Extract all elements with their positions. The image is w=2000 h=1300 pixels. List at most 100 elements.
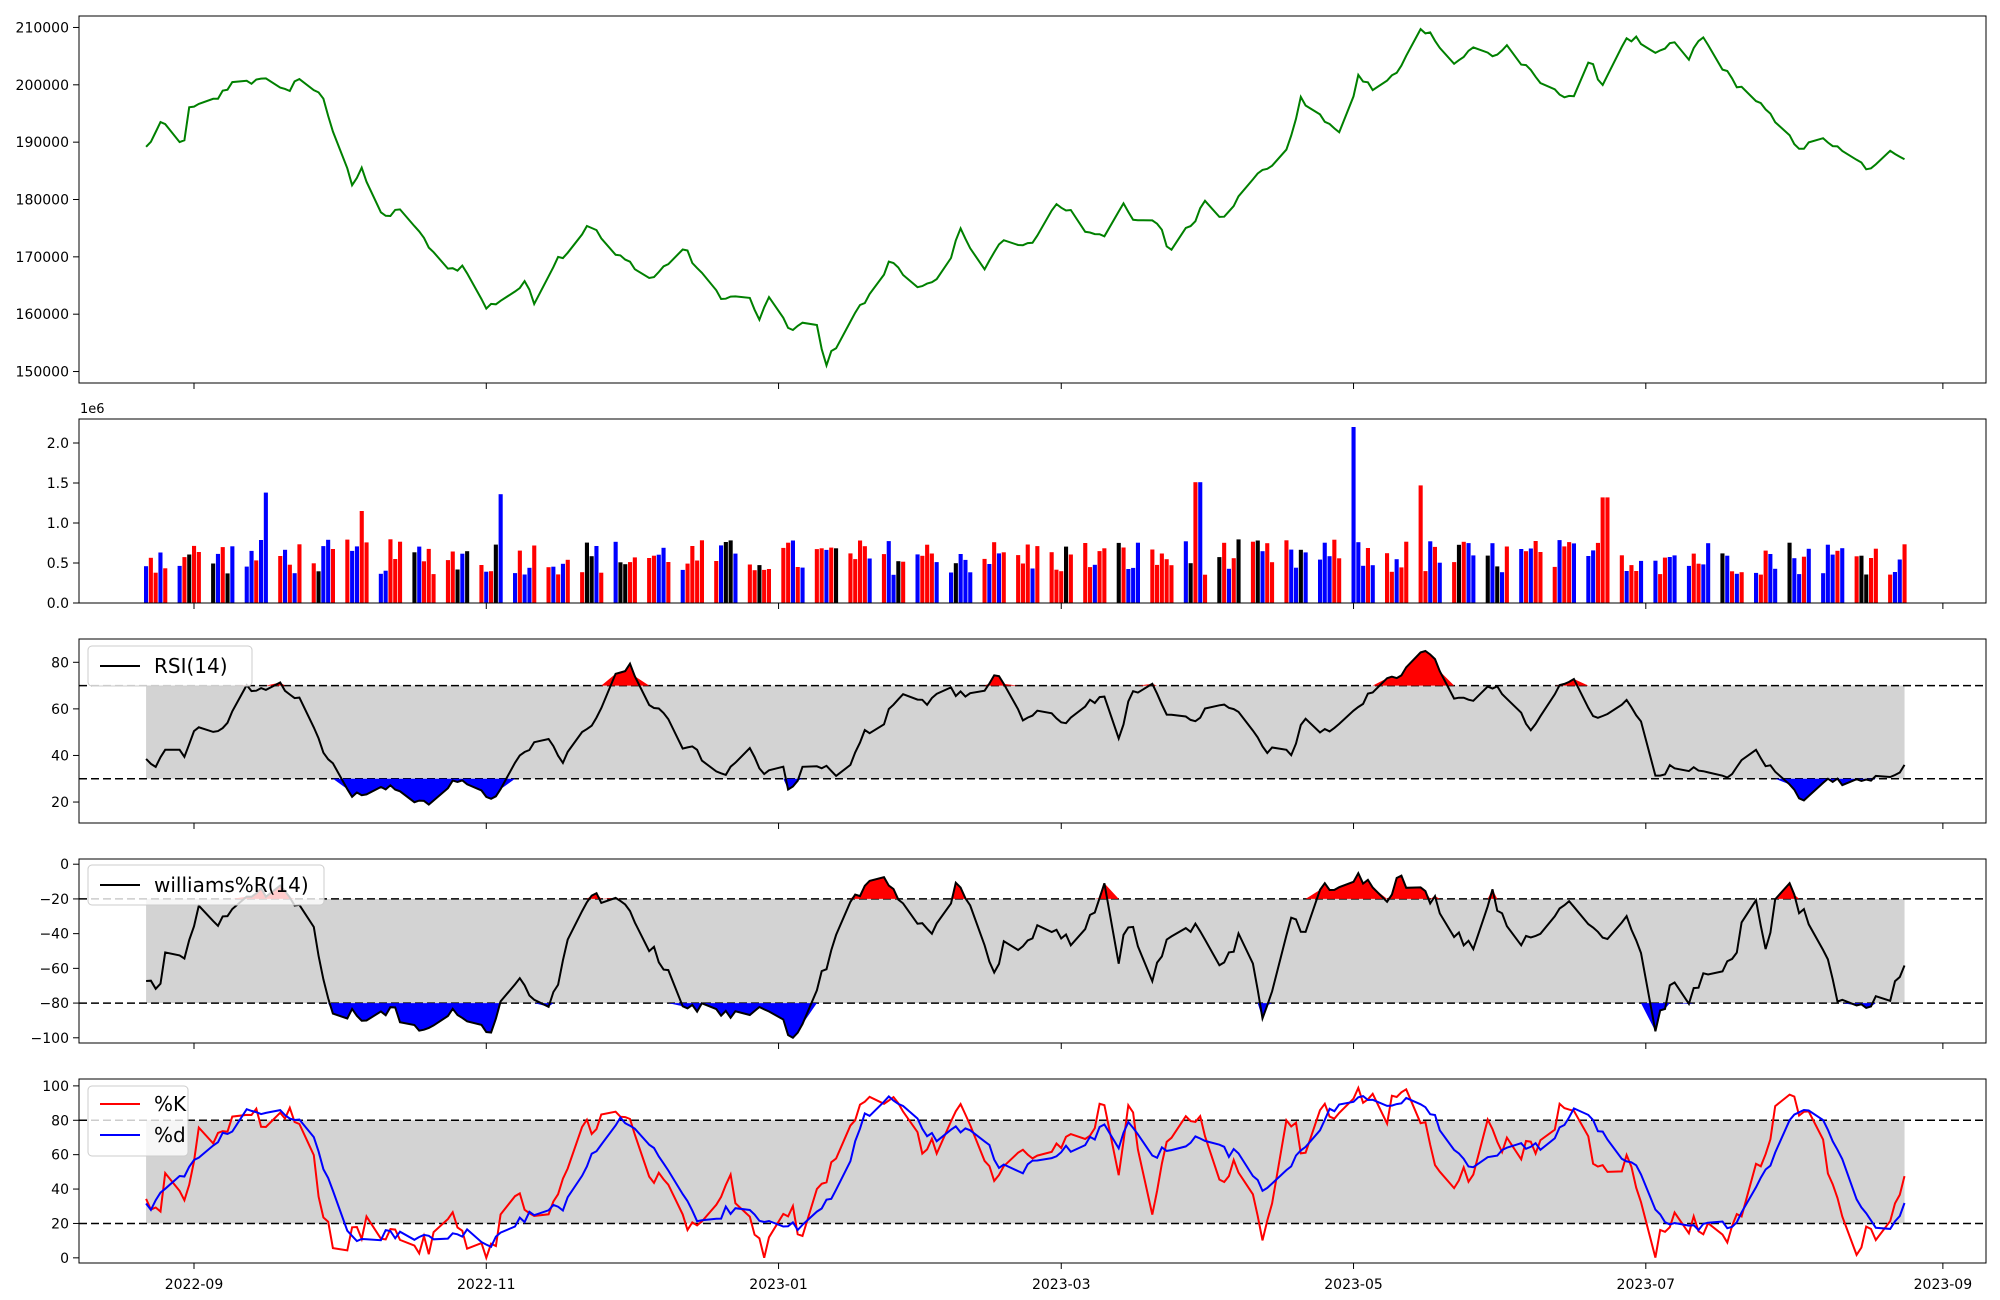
volume-bar [1284,540,1289,603]
volume-bar [1734,573,1739,603]
volume-bar [1495,566,1500,603]
rsi-ytick-label: 20 [51,795,69,811]
volume-bar [1873,548,1878,603]
volume-bar [1466,543,1471,603]
volume-bar [853,559,858,603]
volume-bar [1159,553,1164,603]
volume-bar [599,572,604,603]
volume-bar [1586,556,1591,603]
volume-bar [800,567,805,603]
volume-bar [1869,558,1874,603]
volume-bar [987,564,992,603]
volume-bar [1897,559,1902,603]
volume-bar [1792,558,1797,603]
volume-bar [666,562,671,603]
volume-bar [580,572,585,603]
williams-oversold-fill [328,1003,1876,1038]
volume-bar [628,562,633,603]
volume-bar [829,547,834,603]
volume-bar [1265,543,1270,603]
volume-bar [819,548,824,603]
volume-bar [153,572,158,603]
volume-bar [1121,547,1126,603]
volume-bar [1198,482,1203,603]
volume-bar [479,565,484,603]
volume-bar [1399,567,1404,603]
volume-bar [1428,541,1433,603]
volume-bar [1456,544,1461,603]
volume-bar [1370,565,1375,603]
volume-bar [1294,567,1299,603]
volume-bar [283,549,288,603]
volume-bar [1322,542,1327,603]
price-ytick-label: 150000 [16,365,69,381]
volume-bar [1337,558,1342,603]
volume-bar [1318,559,1323,603]
volume-bar [1332,539,1337,603]
volume-bar [1131,567,1136,603]
volume-bar [1591,550,1596,603]
volume-bar [1768,554,1773,603]
volume-bar [398,541,403,603]
volume-bar [647,558,652,603]
volume-bar [1619,555,1624,603]
volume-bar [1562,546,1567,603]
volume-bar [862,546,867,603]
price-ytick-label: 190000 [16,135,69,151]
volume-bar [1691,553,1696,603]
volume-bar [685,563,690,603]
volume-bar [345,539,350,603]
volume-bar [1533,541,1538,603]
volume-ytick-label: 0.5 [47,556,69,572]
k-legend-label: %K [154,1092,187,1116]
volume-bar [1720,553,1725,603]
volume-bar [211,563,216,603]
rsi-legend: RSI(14) [87,645,253,687]
williams-ytick-label: −100 [31,1031,69,1047]
volume-bar [1840,548,1845,603]
volume-bar [1519,549,1524,603]
volume-bar [1629,565,1634,603]
williams-legend-box [87,864,325,906]
volume-bar [934,562,939,603]
volume-bar [522,574,527,603]
volume-bar [1385,553,1390,603]
williams-frame [78,858,1987,1044]
volume-bar [834,548,839,603]
volume-bar [1806,548,1811,603]
volume-bar [292,573,297,603]
volume-bar [661,547,666,603]
price-ytick-label: 160000 [16,307,69,323]
volume-bar [589,556,594,603]
volume-bar [968,572,973,603]
volume-bar [1298,549,1303,603]
volume-bar [244,566,249,603]
volume-bar [632,557,637,603]
volume-bar [321,546,326,603]
volume-bar [560,563,565,603]
volume-bar [886,541,891,603]
volume-bar [1260,551,1265,603]
volume-bar [1116,542,1121,603]
volume-bar [1432,546,1437,603]
volume-bar [1730,571,1735,603]
volume-bar [1394,559,1399,603]
volume-bar [1605,497,1610,603]
volume-bar [858,540,863,603]
volume-bar [1797,574,1802,603]
volume-bar [623,564,628,603]
volume-bar [1662,557,1667,603]
volume-bar [1025,544,1030,603]
volume-bar [177,565,182,603]
stochastic-panel: 0 20 40 60 80 100 2022-09 2022-11 2023-01 2023-03… [42,1078,1987,1293]
price-frame [78,15,1987,384]
stochastic-ytick-label: 80 [51,1113,69,1129]
volume-bar [1504,546,1509,603]
volume-bar [963,559,968,603]
volume-bar [1801,556,1806,603]
rsi-legend-label: RSI(14) [154,654,228,678]
date-tick-label: 2023-05 [1324,1277,1383,1293]
volume-bar [1059,571,1064,603]
volume-bar [388,539,393,603]
